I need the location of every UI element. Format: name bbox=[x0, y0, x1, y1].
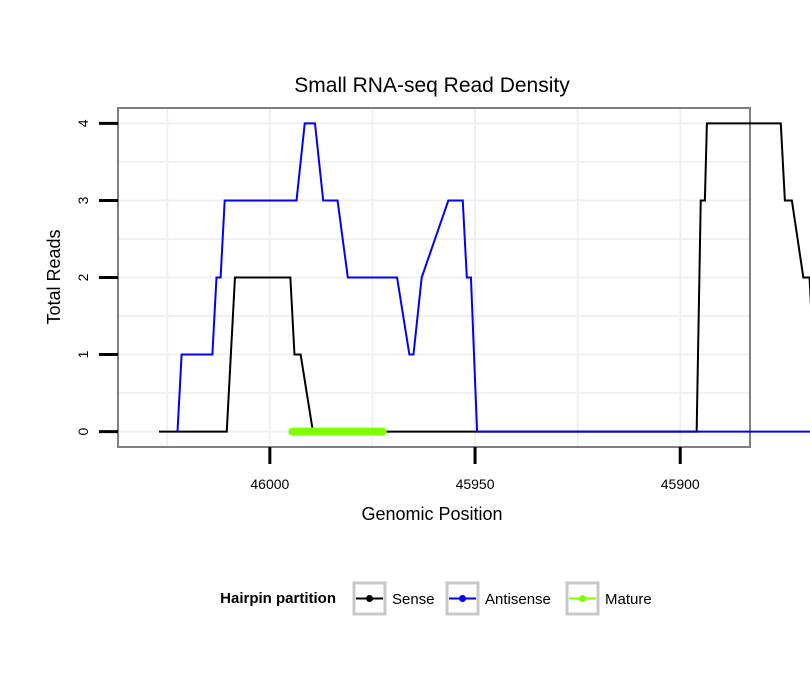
x-tick-label: 45900 bbox=[661, 476, 700, 492]
y-tick-label: 0 bbox=[75, 427, 91, 435]
chart-title: Small RNA-seq Read Density bbox=[294, 74, 570, 97]
series-line-sense bbox=[159, 122, 810, 433]
series-lines bbox=[159, 122, 810, 436]
legend-key-point bbox=[366, 595, 373, 602]
legend-key-point bbox=[579, 595, 586, 602]
y-tick-label: 3 bbox=[75, 196, 91, 204]
series-line-antisense bbox=[176, 122, 810, 433]
legend-label: Antisense bbox=[485, 591, 551, 608]
legend-label: Mature bbox=[605, 591, 652, 608]
legend-key-point bbox=[459, 595, 466, 602]
y-tick-label: 4 bbox=[75, 119, 91, 127]
legend-item-mature: Mature bbox=[565, 581, 652, 616]
x-axis-label: Genomic Position bbox=[361, 504, 502, 524]
legend-label: Sense bbox=[392, 591, 435, 608]
legend-item-antisense: Antisense bbox=[445, 581, 551, 616]
legend: Hairpin partition Sense Antisense Mature bbox=[220, 581, 652, 616]
y-tick-label: 2 bbox=[75, 273, 91, 281]
legend-item-sense: Sense bbox=[352, 581, 435, 616]
legend-title: Hairpin partition bbox=[220, 590, 336, 607]
y-axis-label: Total Reads bbox=[44, 229, 64, 324]
y-tick-label: 1 bbox=[75, 350, 91, 358]
x-tick-label: 45950 bbox=[456, 476, 495, 492]
axes: 46000 45950 45900 0 1 2 3 4 bbox=[75, 119, 700, 492]
grid-lines bbox=[118, 108, 750, 447]
x-tick-label: 46000 bbox=[250, 476, 289, 492]
